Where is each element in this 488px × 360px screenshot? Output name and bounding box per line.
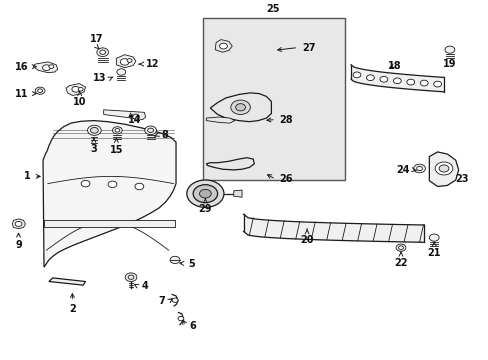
Circle shape bbox=[100, 50, 105, 54]
Circle shape bbox=[108, 181, 117, 188]
Circle shape bbox=[120, 59, 129, 65]
Text: 22: 22 bbox=[393, 258, 407, 268]
Text: 5: 5 bbox=[188, 258, 195, 269]
Text: 14: 14 bbox=[127, 115, 141, 125]
Bar bbox=[203, 18, 344, 180]
Circle shape bbox=[416, 166, 422, 171]
Circle shape bbox=[128, 275, 134, 279]
Text: 19: 19 bbox=[442, 59, 456, 69]
Circle shape bbox=[49, 65, 54, 68]
Circle shape bbox=[392, 78, 400, 84]
Circle shape bbox=[147, 128, 153, 132]
Circle shape bbox=[379, 76, 387, 82]
Text: 15: 15 bbox=[109, 145, 123, 155]
Circle shape bbox=[199, 189, 211, 198]
Polygon shape bbox=[49, 278, 85, 285]
Text: 29: 29 bbox=[198, 204, 212, 215]
Circle shape bbox=[172, 298, 178, 302]
Circle shape bbox=[395, 244, 405, 251]
Circle shape bbox=[178, 316, 183, 321]
Text: 18: 18 bbox=[387, 60, 401, 71]
Circle shape bbox=[235, 104, 245, 111]
Text: 20: 20 bbox=[300, 235, 313, 245]
Text: 7: 7 bbox=[158, 296, 164, 306]
Text: 26: 26 bbox=[279, 174, 293, 184]
Text: 1: 1 bbox=[23, 171, 30, 181]
Circle shape bbox=[144, 126, 156, 135]
Text: 25: 25 bbox=[265, 4, 279, 14]
Circle shape bbox=[42, 65, 50, 71]
Circle shape bbox=[115, 129, 120, 132]
Circle shape bbox=[444, 46, 454, 53]
Text: 9: 9 bbox=[15, 240, 22, 251]
Circle shape bbox=[428, 234, 438, 241]
Polygon shape bbox=[206, 158, 254, 170]
Polygon shape bbox=[44, 220, 175, 227]
Text: 24: 24 bbox=[395, 165, 409, 175]
Circle shape bbox=[352, 72, 360, 78]
Circle shape bbox=[406, 79, 414, 85]
Circle shape bbox=[433, 81, 441, 87]
Circle shape bbox=[230, 100, 250, 114]
Text: 28: 28 bbox=[279, 114, 293, 125]
Circle shape bbox=[193, 185, 217, 203]
Text: 12: 12 bbox=[145, 59, 159, 69]
Circle shape bbox=[35, 87, 45, 94]
Text: 17: 17 bbox=[90, 34, 103, 44]
Polygon shape bbox=[12, 219, 25, 229]
Circle shape bbox=[219, 43, 227, 49]
Polygon shape bbox=[233, 190, 242, 197]
Circle shape bbox=[81, 180, 90, 187]
Polygon shape bbox=[116, 55, 136, 68]
Circle shape bbox=[38, 89, 42, 93]
Circle shape bbox=[438, 165, 448, 172]
Polygon shape bbox=[33, 62, 58, 73]
Circle shape bbox=[117, 69, 125, 75]
Circle shape bbox=[97, 48, 108, 57]
Circle shape bbox=[420, 80, 427, 86]
Circle shape bbox=[186, 180, 224, 207]
Text: 8: 8 bbox=[161, 130, 168, 140]
Circle shape bbox=[132, 114, 139, 119]
Circle shape bbox=[72, 86, 80, 92]
Circle shape bbox=[125, 273, 137, 282]
Text: 2: 2 bbox=[69, 304, 76, 314]
Polygon shape bbox=[43, 121, 176, 267]
Circle shape bbox=[170, 256, 180, 264]
Circle shape bbox=[15, 221, 22, 226]
Circle shape bbox=[78, 87, 83, 91]
Circle shape bbox=[87, 125, 101, 135]
Text: 27: 27 bbox=[302, 42, 315, 53]
Text: 21: 21 bbox=[427, 248, 440, 258]
Text: 6: 6 bbox=[189, 321, 196, 331]
Polygon shape bbox=[103, 110, 145, 120]
Polygon shape bbox=[428, 152, 458, 186]
Polygon shape bbox=[215, 40, 232, 52]
Circle shape bbox=[366, 75, 374, 81]
Polygon shape bbox=[206, 117, 234, 123]
Circle shape bbox=[434, 162, 452, 175]
Text: 3: 3 bbox=[90, 144, 97, 154]
Text: 16: 16 bbox=[15, 62, 28, 72]
Text: 23: 23 bbox=[454, 174, 468, 184]
Text: 10: 10 bbox=[73, 97, 86, 107]
Text: 11: 11 bbox=[15, 89, 28, 99]
Polygon shape bbox=[210, 93, 271, 122]
Circle shape bbox=[398, 246, 403, 249]
Circle shape bbox=[127, 59, 132, 62]
Circle shape bbox=[112, 127, 122, 134]
Text: 13: 13 bbox=[93, 73, 106, 83]
Circle shape bbox=[135, 183, 143, 190]
Circle shape bbox=[413, 164, 425, 173]
Text: 4: 4 bbox=[142, 281, 148, 291]
Circle shape bbox=[90, 127, 98, 133]
Polygon shape bbox=[66, 84, 85, 95]
